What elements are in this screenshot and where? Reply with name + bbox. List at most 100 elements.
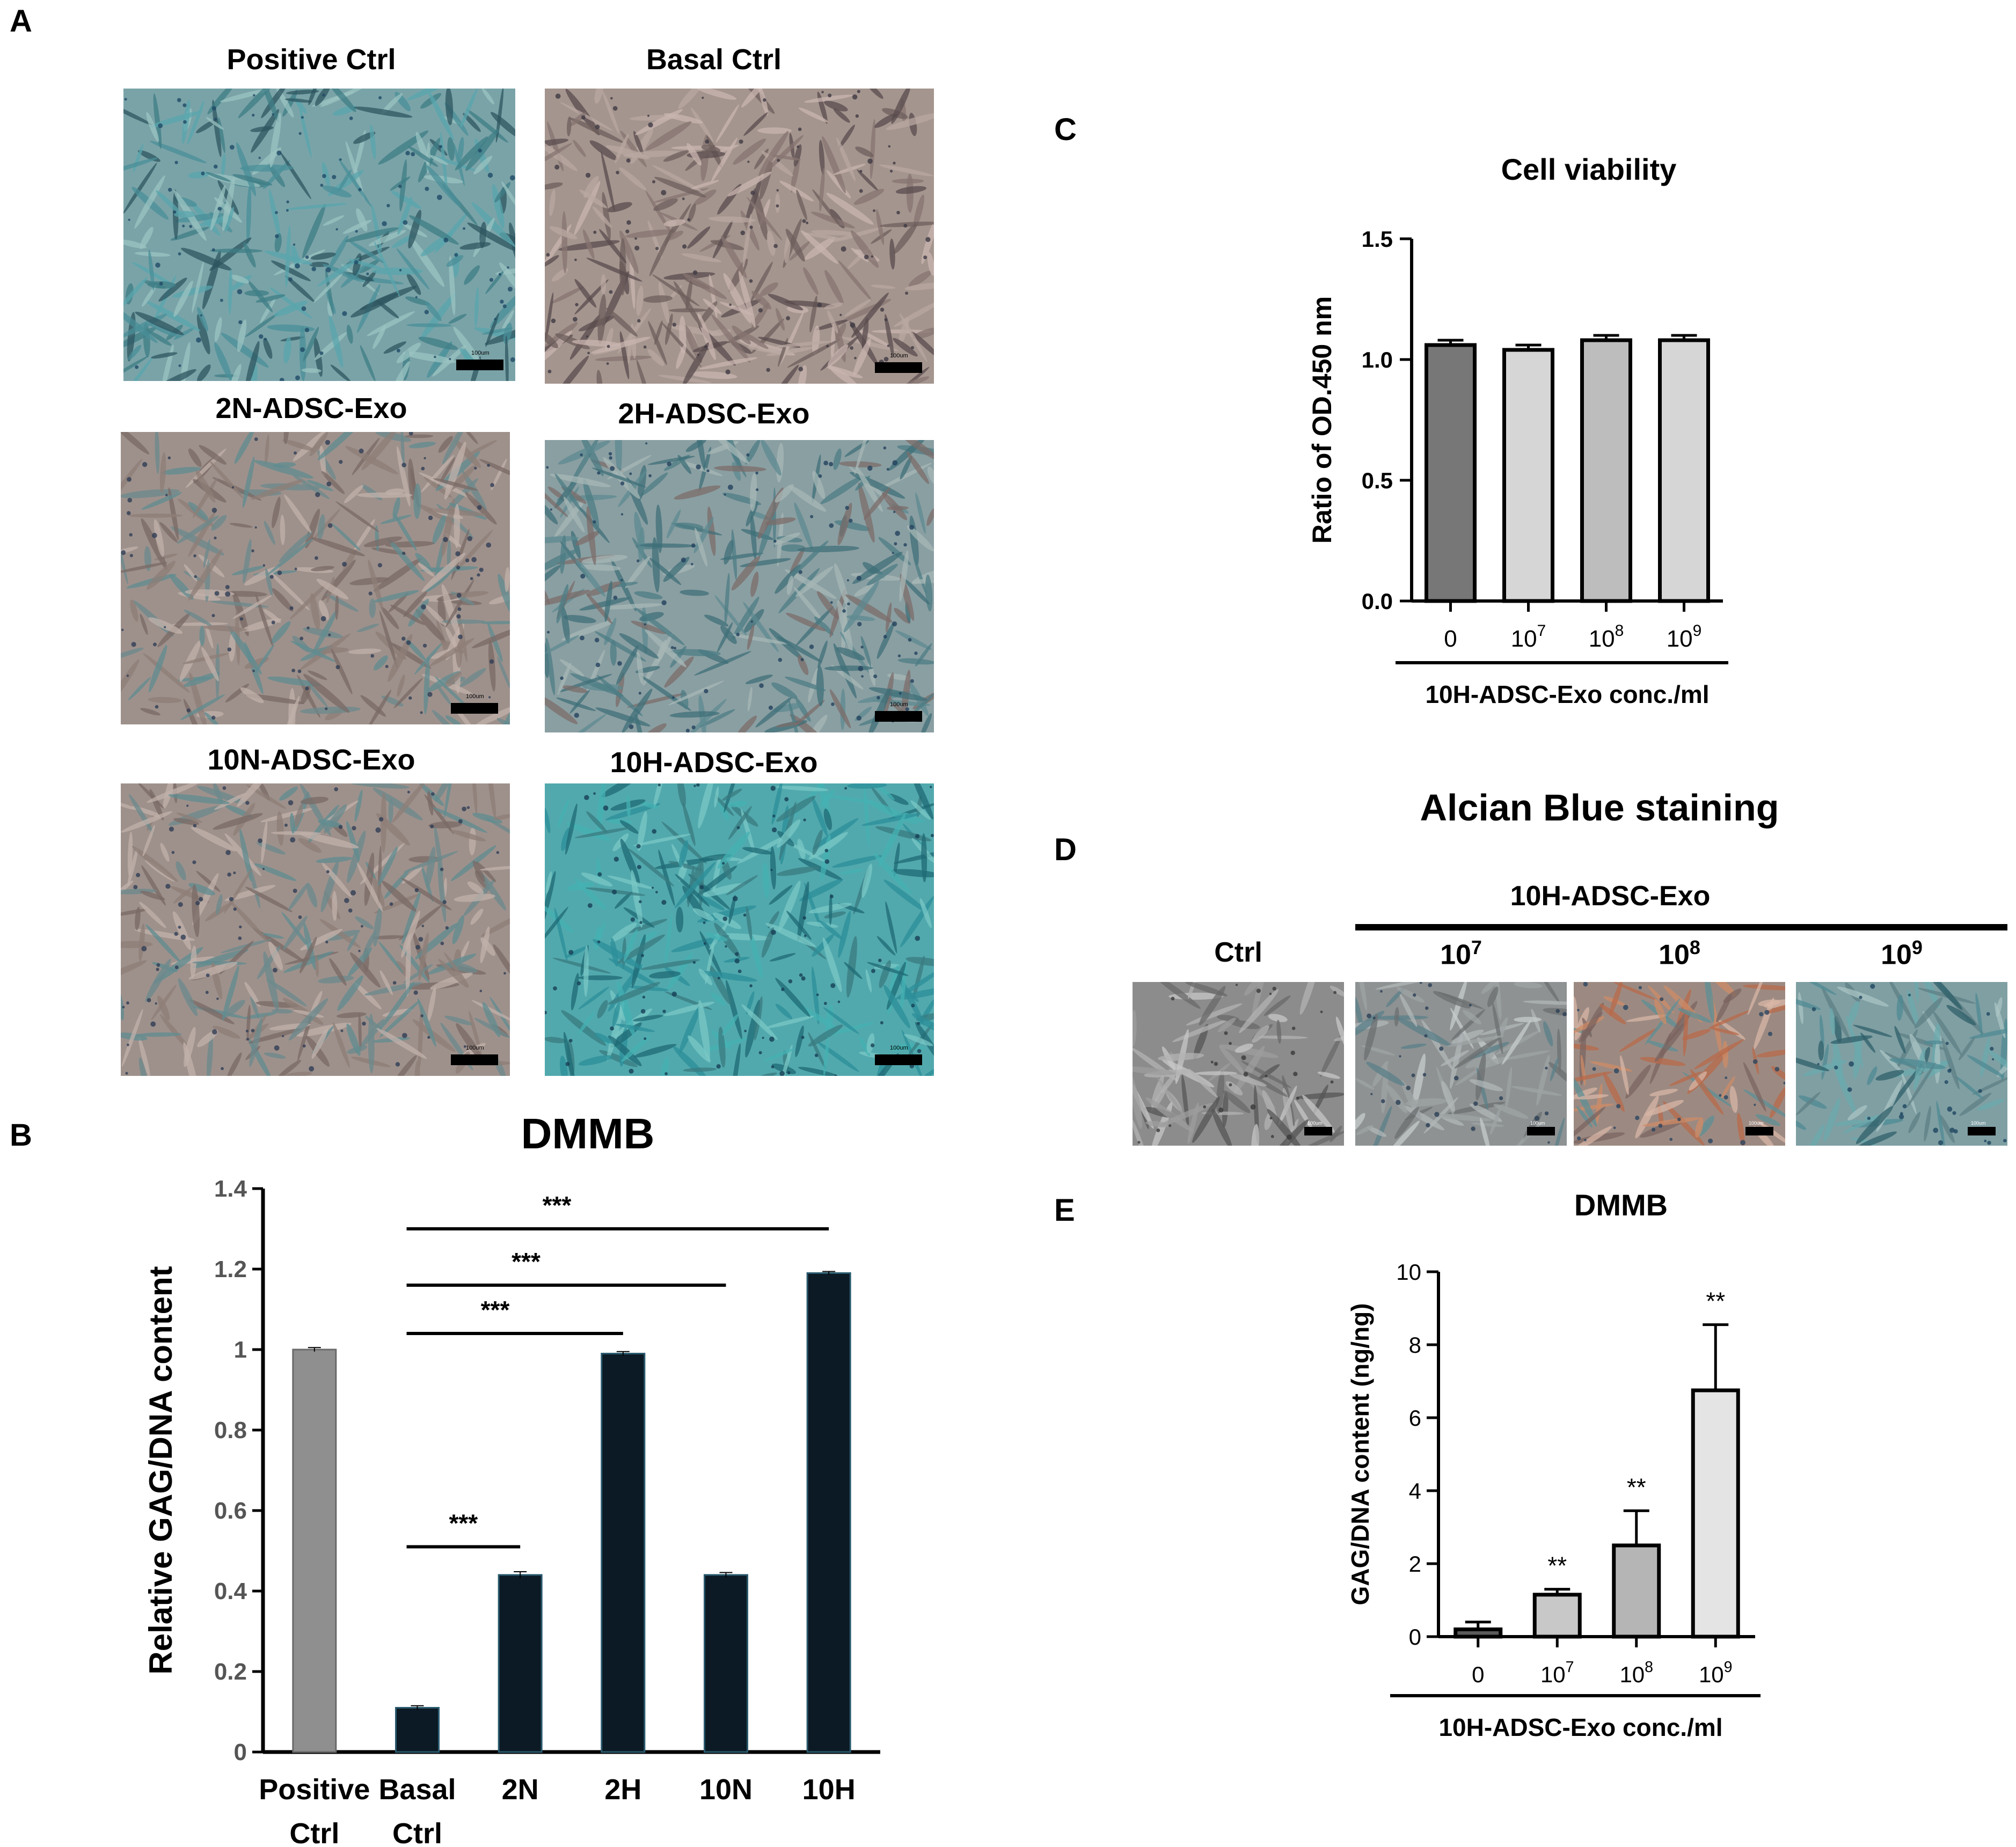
panel-letter-b: B [10,1118,32,1153]
x-tick-label: Ctrl [392,1817,442,1847]
bar [806,1272,851,1753]
scale-bar [451,1054,498,1065]
x-tick-label: 2H [604,1773,641,1806]
bar [1502,348,1554,603]
y-axis-label: Relative GAG/DNA content [143,1266,179,1674]
scale-bar [451,703,498,714]
panel-letter-c: C [1054,112,1077,147]
significance-label: ** [1547,1552,1567,1580]
x-tick-label: 10N [699,1773,753,1806]
micrograph-image [121,432,510,724]
bar [292,1348,337,1753]
significance-label: *** [512,1248,540,1276]
bar [1532,1593,1582,1639]
bar [395,1707,440,1753]
scale-bar-label: 100um [471,350,490,356]
scale-bar [875,711,922,722]
x-tick-label: 107 [1540,1659,1574,1687]
y-tick-label: 6 [1409,1405,1421,1431]
x-tick-label: 0 [1472,1662,1484,1687]
panel-letter-a: A [10,4,32,39]
y-tick-label: 1.4 [214,1176,247,1202]
x-axis-label: 10H-ADSC-Exo conc./ml [1438,1713,1722,1741]
x-tick-label: Ctrl [289,1817,339,1847]
y-tick-label: 8 [1409,1332,1421,1358]
chart-title: DMMB [1574,1188,1668,1222]
y-tick-label: 0 [1409,1624,1421,1650]
y-tick-label: 10 [1396,1259,1421,1285]
scale-bar [456,360,503,370]
panel-d-column-label: 107 [1440,936,1482,971]
x-axis-label: 10H-ADSC-Exo conc./ml [1425,680,1709,708]
panel-letter-d: D [1054,832,1077,867]
micrograph-image [545,440,934,732]
panel-d-group-line [1355,924,2007,930]
micrograph-image [545,783,934,1076]
bar [1658,338,1710,603]
significance-label: *** [543,1191,572,1219]
panel-d-micrograph [1796,982,2007,1146]
y-tick-label: 4 [1409,1478,1421,1504]
x-tick-label: 107 [1511,622,1546,652]
chart-b-dmmb: DMMB Relative GAG/DNA content 0 0.2 0.4 0.6 0.… [143,1110,880,1847]
bar [704,1574,748,1753]
panel-d-column-label: 109 [1881,936,1923,971]
y-tick-label: 2 [1409,1551,1421,1577]
bar [1580,338,1632,603]
panel-d-title: Alcian Blue staining [1420,787,1779,829]
x-tick-label: 10H [802,1773,856,1806]
scale-bar [1527,1127,1555,1135]
micrograph-title: 10N-ADSC-Exo [207,744,415,776]
x-tick-label: 109 [1699,1659,1733,1687]
chart-title: Cell viability [1501,152,1677,186]
micrograph-title: 2N-ADSC-Exo [215,392,407,424]
scale-bar-label: 100um [1971,1120,1986,1126]
x-tick-label: 108 [1619,1659,1653,1687]
scale-bar [1745,1127,1773,1135]
x-tick-label: 108 [1589,622,1624,652]
y-tick-label: 0.6 [214,1498,247,1524]
bar [1425,343,1477,603]
y-tick-label: 1.5 [1362,226,1393,252]
significance-label: *** [449,1509,478,1537]
y-tick-label: 0.0 [1362,589,1393,614]
micrograph-image [545,89,934,384]
bar [498,1574,543,1753]
bar [601,1353,646,1753]
micrograph-title: 10H-ADSC-Exo [610,746,818,779]
panel-d-column-label: Ctrl [1214,937,1262,968]
x-tick-label: 0 [1444,626,1457,652]
scale-bar-label: 100um [1530,1120,1545,1126]
micrograph-image [121,783,510,1076]
micrograph-title: Basal Ctrl [646,43,782,76]
y-tick-label: 0 [234,1739,247,1765]
y-tick-label: 0.2 [214,1659,247,1685]
chart-e-dmmb: DMMB GAG/DNA content (ng/ng) 0 2 4 6 8 10 0 ** 107… [1346,1188,1761,1741]
scale-bar [875,1054,922,1065]
x-tick-label: Positive [259,1773,370,1806]
y-tick-label: 0.4 [214,1578,247,1604]
scale-bar-label: 100um [890,353,908,359]
panel-d-micrograph [1355,982,1567,1146]
x-tick-label: 2N [502,1773,539,1806]
panel-d-group-label: 10H-ADSC-Exo [1510,881,1711,912]
scale-bar-label: 100um [890,1045,908,1051]
panel-d-micrograph [1574,982,1785,1146]
bar [1691,1388,1740,1639]
scale-bar [875,362,922,373]
chart-c-cell-viability: Cell viability Ratio of OD.450 nm 0.0 0.5 1.… [1307,152,1728,708]
significance-label: *** [481,1296,510,1324]
significance-label: ** [1627,1473,1646,1501]
x-tick-label: 109 [1667,622,1702,652]
scale-bar [1968,1127,1996,1135]
bar [1612,1543,1661,1639]
micrograph-image [123,89,515,381]
y-axis-label: Ratio of OD.450 nm [1307,296,1337,544]
panel-d-column-label: 108 [1659,936,1700,971]
panel-d-micrograph [1133,982,1344,1146]
scale-bar-label: 100um [890,701,908,708]
panel-letter-e: E [1054,1193,1075,1228]
y-tick-label: 1.0 [1362,347,1393,372]
y-tick-label: 0.5 [1362,468,1393,493]
y-tick-label: 1.2 [214,1256,247,1282]
